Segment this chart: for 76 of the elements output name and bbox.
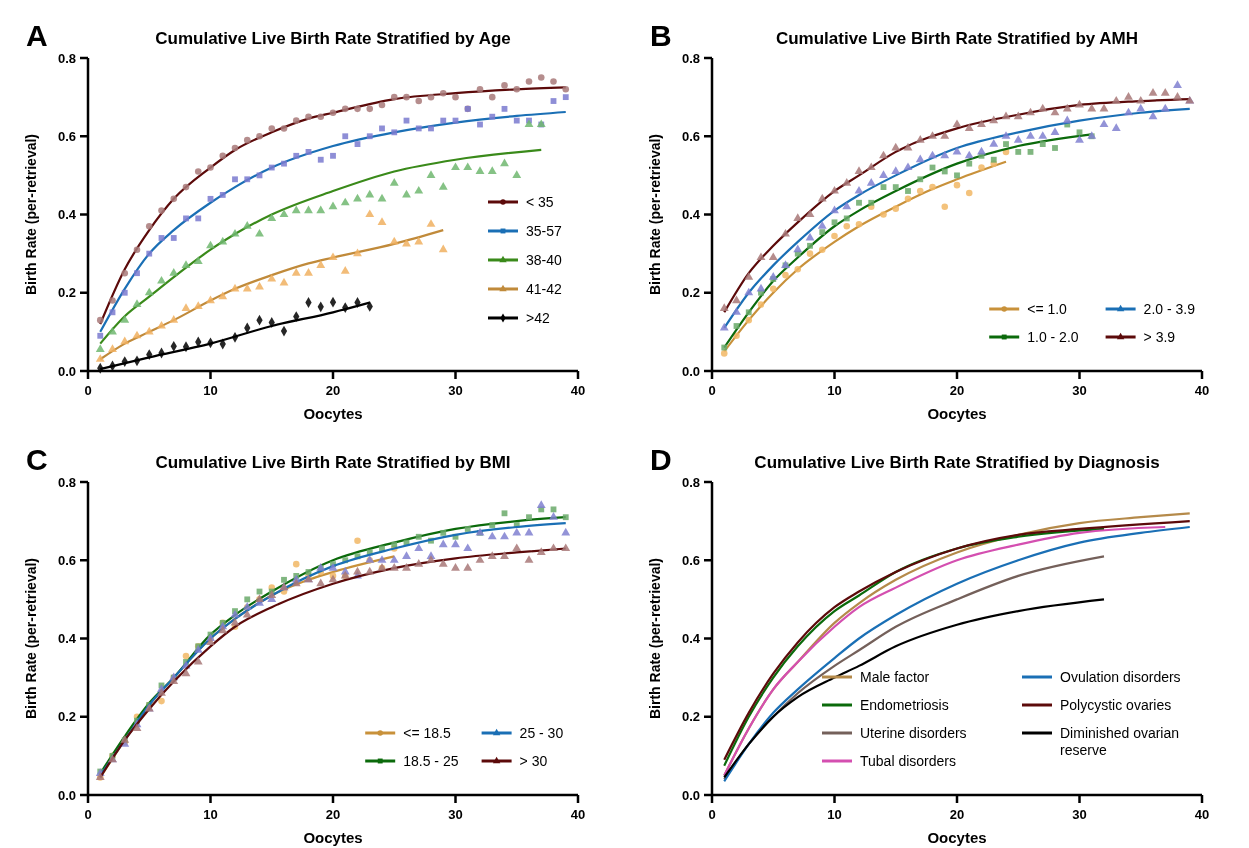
y-axis-title: Birth Rate (per-retrieval)	[23, 133, 39, 296]
legend-label: Male factor	[860, 668, 930, 685]
y-tick-label: 0.4	[681, 207, 701, 223]
y-tick-label: 0.0	[681, 787, 700, 803]
x-tick-label: 10	[827, 383, 842, 398]
x-tick-label: 10	[827, 807, 842, 822]
y-tick-label: 0.6	[681, 128, 700, 144]
y-axis-title: Birth Rate (per-retrieval)	[647, 133, 663, 296]
x-tick-label: 0	[84, 807, 92, 822]
legend-label: 41-42	[526, 280, 563, 297]
x-tick-label: 40	[1194, 807, 1210, 822]
legend-label: < 35	[526, 193, 554, 210]
legend-label: 25 - 30	[519, 724, 564, 741]
y-tick-label: 0.6	[57, 128, 76, 144]
x-tick-label: 0	[708, 383, 716, 398]
x-tick-label: 0	[84, 383, 92, 398]
x-axis-title: Oocytes	[927, 829, 987, 846]
y-axis-title: Birth Rate (per-retrieval)	[23, 557, 39, 720]
y-tick-label: 0.2	[57, 285, 76, 301]
chart-title: Cumulative Live Birth Rate Stratified by BMI	[155, 453, 511, 472]
x-tick-label: 40	[570, 383, 586, 398]
y-tick-label: 0.6	[57, 552, 76, 568]
legend-label: 2.0 - 3.9	[1143, 300, 1196, 317]
legend-label: 38-40	[526, 251, 563, 268]
y-axis-title: Birth Rate (per-retrieval)	[647, 557, 663, 720]
legend-label: > 30	[519, 752, 548, 769]
legend-label: <= 18.5	[403, 724, 451, 741]
x-axis-title: Oocytes	[303, 405, 363, 422]
y-tick-label: 0.8	[57, 474, 76, 490]
legend-label: Ovulation disorders	[1060, 668, 1181, 685]
y-tick-label: 0.8	[681, 50, 700, 66]
y-tick-label: 0.4	[681, 631, 701, 647]
legend-label: Uterine disorders	[860, 724, 967, 741]
x-tick-label: 30	[448, 383, 463, 398]
y-tick-label: 0.2	[681, 709, 700, 725]
x-tick-label: 20	[949, 807, 965, 822]
x-tick-label: 20	[325, 807, 341, 822]
x-tick-label: 30	[448, 807, 463, 822]
legend-label: > 3.9	[1143, 328, 1176, 345]
y-tick-label: 0.2	[681, 285, 700, 301]
text: A	[26, 19, 48, 52]
x-tick-label: 0	[708, 807, 716, 822]
y-tick-label: 0.0	[57, 363, 76, 379]
y-tick-label: 0.2	[57, 709, 76, 725]
y-tick-label: 0.0	[681, 363, 700, 379]
chart-title: Cumulative Live Birth Rate Stratified by Age	[155, 29, 511, 48]
chart-title: Cumulative Live Birth Rate Stratified by AMH	[775, 29, 1139, 48]
legend-label: 35-57	[526, 222, 563, 239]
y-tick-label: 0.8	[681, 474, 700, 490]
y-tick-label: 0.4	[57, 631, 77, 647]
legend-label: >42	[526, 309, 550, 326]
y-tick-label: 0.0	[57, 787, 76, 803]
legend-label: Tubal disorders	[860, 752, 956, 769]
legend-label: Diminished ovarian reserve	[1060, 724, 1180, 758]
legend-label: <= 1.0	[1027, 300, 1068, 317]
text: B	[650, 19, 672, 52]
text: C	[26, 443, 48, 476]
y-tick-label: 0.6	[681, 552, 700, 568]
x-axis-title: Oocytes	[303, 829, 363, 846]
y-tick-label: 0.8	[57, 50, 76, 66]
x-tick-label: 40	[570, 807, 586, 822]
x-tick-label: 10	[203, 383, 218, 398]
chart-title: Cumulative Live Birth Rate Stratified by Diagnosis	[754, 453, 1160, 472]
x-tick-label: 20	[949, 383, 965, 398]
legend-label: Polycystic ovaries	[1060, 696, 1172, 713]
legend-label: 1.0 - 2.0	[1027, 328, 1079, 345]
legend-label: Endometriosis	[860, 696, 949, 713]
x-tick-label: 10	[203, 807, 218, 822]
x-axis-title: Oocytes	[927, 405, 987, 422]
legend-label: 18.5 - 25	[403, 752, 459, 769]
x-tick-label: 40	[1194, 383, 1210, 398]
y-tick-label: 0.4	[57, 207, 77, 223]
x-tick-label: 20	[325, 383, 341, 398]
text: D	[650, 443, 672, 476]
x-tick-label: 30	[1072, 807, 1087, 822]
x-tick-label: 30	[1072, 383, 1087, 398]
